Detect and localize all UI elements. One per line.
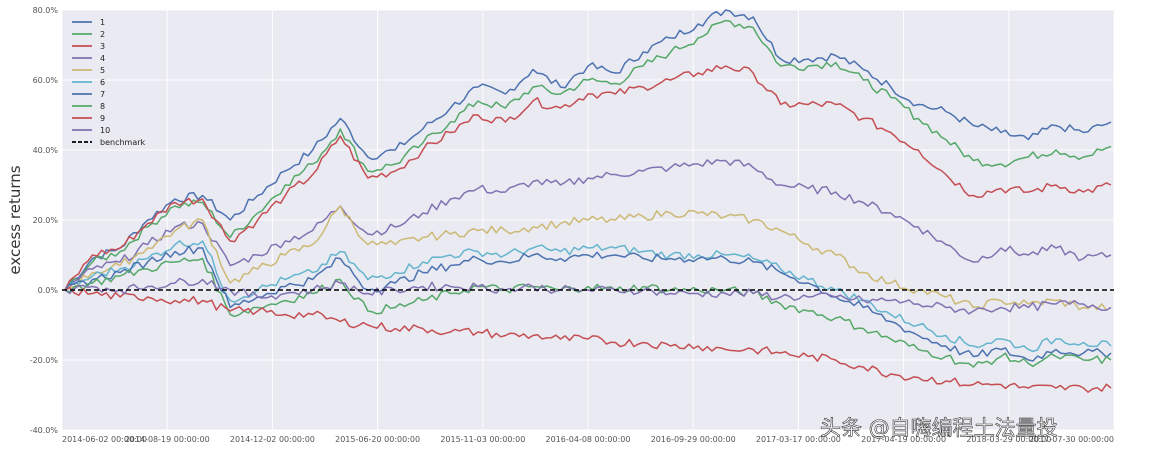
series-line-1 [64,9,1112,291]
series-line-2 [64,19,1112,291]
x-tick-label: 2016-04-08 00:00:00 [546,435,631,444]
x-tick-label: 2015-11-03 00:00:00 [440,435,525,444]
y-tick-label: 40.0% [33,146,59,155]
legend-label-7: 7 [100,90,105,99]
x-tick-label: 2014-06-02 00:00:00 [62,435,147,444]
legend-label-10: 10 [100,126,110,135]
legend-label-4: 4 [100,54,105,63]
y-axis-ticks: -40.0% -20.0% 0.0% 20.0% 40.0% 60.0% 80.0% [30,6,59,435]
x-tick-label: 2016-09-29 00:00:00 [651,435,736,444]
legend-label-9: 9 [100,114,105,123]
series-line-6 [64,240,1112,353]
legend-label-1: 1 [100,18,105,27]
x-tick-label: 2017-07-30 00:00:00 [1029,435,1114,444]
x-tick-label: 2014-12-02 00:00:00 [230,435,315,444]
series-lines [64,9,1112,393]
legend-label-5: 5 [100,66,105,75]
watermark: 头条 @自嗨编程土法量投 [820,416,1058,440]
legend-label-2: 2 [100,30,105,39]
series-line-4 [64,159,1112,291]
series-line-5 [64,205,1112,311]
y-tick-label: -40.0% [30,426,59,435]
series-line-8 [64,257,1112,368]
x-tick-label: 2017-03-17 00:00:00 [756,435,841,444]
x-tick-label: 2017-04-19 00:00:00 [861,435,946,444]
y-tick-label: 0.0% [38,286,59,295]
legend-label-benchmark: benchmark [100,138,146,147]
y-tick-label: 60.0% [33,76,59,85]
series-line-7 [64,245,1112,362]
y-tick-label: 20.0% [33,216,59,225]
x-tick-label: 2018-03-29 00:00:00 [966,435,1051,444]
y-tick-label: 80.0% [33,6,59,15]
legend-label-6: 6 [100,78,105,87]
legend-label-8: 8 [100,102,105,111]
legend: 1 2 3 4 5 6 7 8 9 10 benchmark [72,18,146,147]
y-tick-label: -20.0% [30,356,59,365]
series-line-9 [64,286,1112,393]
legend-label-3: 3 [100,42,105,51]
series-line-3 [64,64,1112,291]
x-tick-label: 2015-06-20 00:00:00 [335,435,420,444]
y-axis-label: excess returns [6,165,24,274]
x-tick-label: 2014-08-19 00:00:00 [125,435,210,444]
